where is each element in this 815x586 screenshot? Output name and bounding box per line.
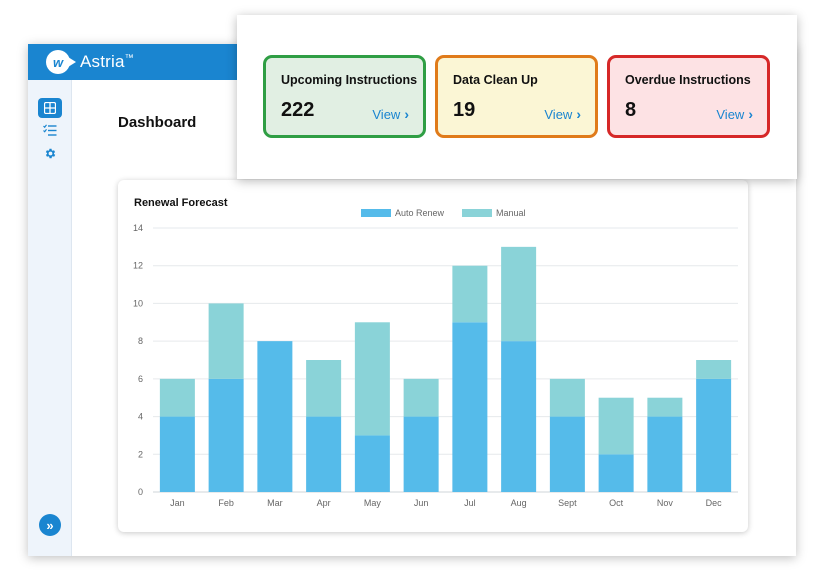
bar-auto-renew xyxy=(306,416,342,492)
x-tick-label: Feb xyxy=(218,498,234,508)
y-tick-label: 6 xyxy=(138,374,143,384)
bar-auto-renew xyxy=(403,416,439,492)
y-tick-label: 8 xyxy=(138,336,143,346)
bar-auto-renew xyxy=(208,378,244,492)
legend-swatch xyxy=(361,209,391,217)
bar-manual xyxy=(159,378,195,417)
view-label: View xyxy=(716,106,745,122)
bar-auto-renew xyxy=(647,416,683,492)
bar-manual xyxy=(354,322,390,436)
sidebar-item-dashboard[interactable] xyxy=(38,98,62,118)
bar-manual xyxy=(208,303,244,379)
stat-card-overdue-instructions: Overdue Instructions 8 View › xyxy=(607,55,770,138)
legend-label: Manual xyxy=(496,208,526,218)
legend-label: Auto Renew xyxy=(395,208,445,218)
y-tick-label: 12 xyxy=(133,261,143,271)
gear-icon xyxy=(45,148,55,158)
x-tick-label: Apr xyxy=(317,498,331,508)
stat-label: Upcoming Instructions xyxy=(281,73,418,87)
bar-auto-renew xyxy=(354,435,390,492)
view-label: View xyxy=(372,106,401,122)
sidebar-item-instructions[interactable] xyxy=(38,120,62,140)
bar-manual xyxy=(696,360,732,379)
bar-auto-renew xyxy=(696,378,732,492)
bar-auto-renew xyxy=(501,341,537,492)
checklist-icon xyxy=(43,124,57,136)
bar-manual xyxy=(501,246,537,342)
bar-manual xyxy=(452,265,488,323)
chevron-right-icon: › xyxy=(576,106,581,122)
expand-sidebar-button[interactable]: » xyxy=(39,514,61,536)
legend-swatch xyxy=(462,209,492,217)
x-tick-label: Mar xyxy=(267,498,283,508)
x-tick-label: Jun xyxy=(414,498,429,508)
x-tick-label: Nov xyxy=(657,498,674,508)
view-data-clean-up-link[interactable]: View › xyxy=(544,106,581,122)
bar-manual xyxy=(598,397,634,455)
x-tick-label: Aug xyxy=(511,498,527,508)
logo-icon: w xyxy=(46,50,76,74)
chart-title: Renewal Forecast xyxy=(134,197,228,209)
bar-manual xyxy=(549,378,585,417)
view-upcoming-link[interactable]: View › xyxy=(372,106,409,122)
view-label: View xyxy=(544,106,573,122)
stat-label: Overdue Instructions xyxy=(625,73,751,87)
stat-value: 8 xyxy=(625,99,637,121)
sidebar: » xyxy=(28,80,72,556)
renewal-forecast-chart: 0 2 4 6 8 10 12 14 Jan Feb Mar Apr May Jun Jul Aug Sept O… xyxy=(133,208,738,508)
page-title: Dashboard xyxy=(118,114,197,131)
stat-card-data-clean-up: Data Clean Up 19 View › xyxy=(435,55,598,138)
x-tick-label: Oct xyxy=(609,498,624,508)
x-tick-label: May xyxy=(364,498,382,508)
bar-manual xyxy=(647,397,683,417)
bar-manual xyxy=(306,360,342,417)
bar-manual xyxy=(403,378,439,417)
bar-auto-renew xyxy=(452,322,488,492)
logo-letter: w xyxy=(52,54,64,70)
expand-icon: » xyxy=(46,517,54,533)
bar-auto-renew xyxy=(257,341,293,492)
brand-text: Astria xyxy=(80,52,125,71)
brand-name[interactable]: Astria™ xyxy=(80,52,134,72)
x-tick-label: Sept xyxy=(558,498,577,508)
x-tick-label: Jan xyxy=(170,498,185,508)
stats-panel: Upcoming Instructions 222 View › Data Cl… xyxy=(237,15,797,179)
stat-value: 19 xyxy=(453,99,476,121)
stat-value: 222 xyxy=(281,99,315,121)
y-tick-label: 10 xyxy=(133,298,143,308)
y-tick-label: 2 xyxy=(138,449,143,459)
trademark: ™ xyxy=(124,52,134,63)
chevron-right-icon: › xyxy=(748,106,753,122)
y-tick-label: 0 xyxy=(138,487,143,497)
y-tick-label: 14 xyxy=(133,223,143,233)
bar-auto-renew xyxy=(598,454,634,492)
stat-card-upcoming-instructions: Upcoming Instructions 222 View › xyxy=(263,55,426,138)
x-tick-label: Jul xyxy=(464,498,476,508)
bar-auto-renew xyxy=(549,416,585,492)
renewal-forecast-card: Renewal Forecast 0 2 4 6 8 10 12 14 Jan Feb Mar Apr… xyxy=(118,180,748,532)
chevron-right-icon: › xyxy=(404,106,409,122)
view-overdue-link[interactable]: View › xyxy=(716,106,753,122)
stat-label: Data Clean Up xyxy=(453,73,538,87)
sidebar-item-settings[interactable] xyxy=(38,143,62,163)
dashboard-icon xyxy=(44,102,56,114)
bar-auto-renew xyxy=(159,416,195,492)
x-tick-label: Dec xyxy=(706,498,723,508)
y-tick-label: 4 xyxy=(138,412,143,422)
